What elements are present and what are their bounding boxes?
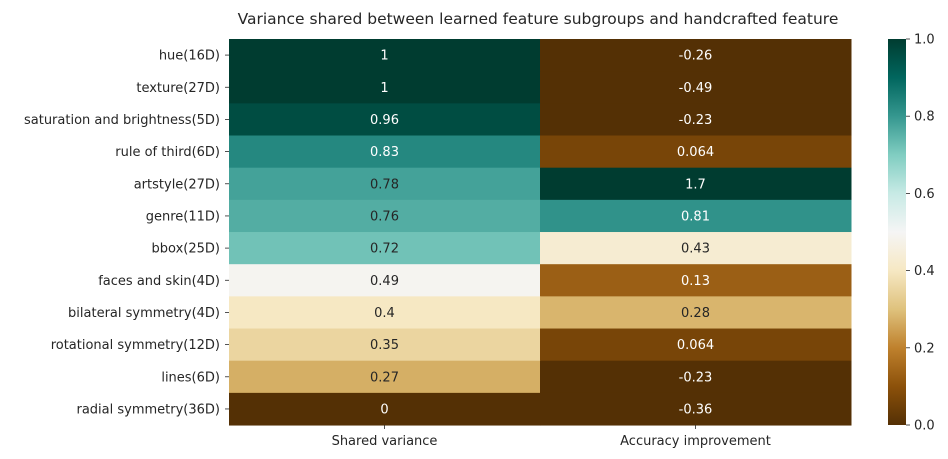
colorbar-tick-label: 0.6 [914,187,935,202]
heatmap-cell [540,392,852,426]
cell-value-label: -0.23 [679,113,713,128]
heatmap-cell [540,296,852,330]
cell-value-label: 1 [380,49,388,64]
cell-value-label: 0.78 [370,177,399,192]
colorbar-tick-label: 1.0 [914,33,935,48]
column-labels: Shared variance Accuracy improvement [332,425,771,449]
heatmap-cell [229,167,541,201]
heatmap-cell [229,199,541,233]
colorbar-tick-label: 0.4 [914,264,935,279]
heatmap-cells: 1 -0.26 1 -0.49 0.96 -0.23 0.83 0.064 0.78 1.7 0.7… [229,39,852,426]
cell-value-label: 0.83 [370,145,399,160]
colorbar-gradient [888,39,906,425]
cell-value-label: 1.7 [685,177,706,192]
row-label: radial symmetry(36D) [76,402,220,417]
cell-value-label: 0.064 [677,145,714,160]
row-label: saturation and brightness(5D) [24,113,220,128]
cell-value-label: 0.81 [681,209,710,224]
cell-value-label: 0.4 [374,306,395,321]
heatmap-cell [540,71,852,104]
column-label: Shared variance [332,434,438,449]
row-label: genre(11D) [146,209,220,224]
row-label: lines(6D) [161,370,220,385]
row-label: rule of third(6D) [115,145,220,160]
heatmap-cell [229,71,541,104]
colorbar-tick-label: 0.0 [914,419,935,434]
heatmap-cell [540,360,852,394]
cell-value-label: 0.13 [681,274,710,289]
cell-value-label: -0.23 [679,370,713,385]
heatmap-cell [540,39,852,72]
heatmap-cell [229,296,541,330]
heatmap-cell [540,199,852,233]
row-label: bbox(25D) [152,242,220,257]
row-label: faces and skin(4D) [98,274,220,289]
cell-value-label: 0.76 [370,209,399,224]
heatmap-cell [229,232,541,265]
cell-value-label: 0.28 [681,306,710,321]
cell-value-label: 0.49 [370,274,399,289]
cell-value-label: 0.96 [370,113,399,128]
heatmap-cell [229,103,541,137]
heatmap-cell [540,232,852,265]
heatmap-cell [540,264,852,297]
heatmap-cell [229,135,541,169]
row-label: texture(27D) [136,81,220,96]
cell-value-label: 0.35 [370,338,399,353]
heatmap-cell [540,135,852,169]
cell-value-label: -0.36 [679,402,713,417]
colorbar-ticks: 0.0 0.2 0.4 0.6 0.8 1.0 [906,33,935,434]
chart-title: Variance shared between learned feature … [238,10,839,28]
cell-value-label: 0.064 [677,338,714,353]
cell-value-label: 0.43 [681,242,710,257]
cell-value-label: 0.72 [370,242,399,257]
heatmap-cell [229,39,541,72]
row-label: artstyle(27D) [134,177,220,192]
row-label: bilateral symmetry(4D) [68,306,220,321]
row-label: rotational symmetry(12D) [51,338,220,353]
heatmap-cell [229,360,541,394]
row-label: hue(16D) [159,49,220,64]
heatmap-cell [229,328,541,362]
colorbar-tick-label: 0.8 [914,110,935,125]
heatmap-cell [540,328,852,362]
cell-value-label: -0.26 [679,49,713,64]
colorbar: 0.0 0.2 0.4 0.6 0.8 1.0 [888,33,935,434]
cell-value-label: 0 [380,402,388,417]
cell-value-label: 1 [380,81,388,96]
heatmap-cell [229,264,541,297]
heatmap-cell [229,392,541,426]
cell-value-label: 0.27 [370,370,399,385]
heatmap-cell [540,167,852,201]
heatmap-cell [540,103,852,137]
column-label: Accuracy improvement [620,434,771,449]
row-labels: hue(16D) texture(27D) saturation and brigh… [24,49,229,417]
colorbar-tick-label: 0.2 [914,341,935,356]
cell-value-label: -0.49 [679,81,713,96]
